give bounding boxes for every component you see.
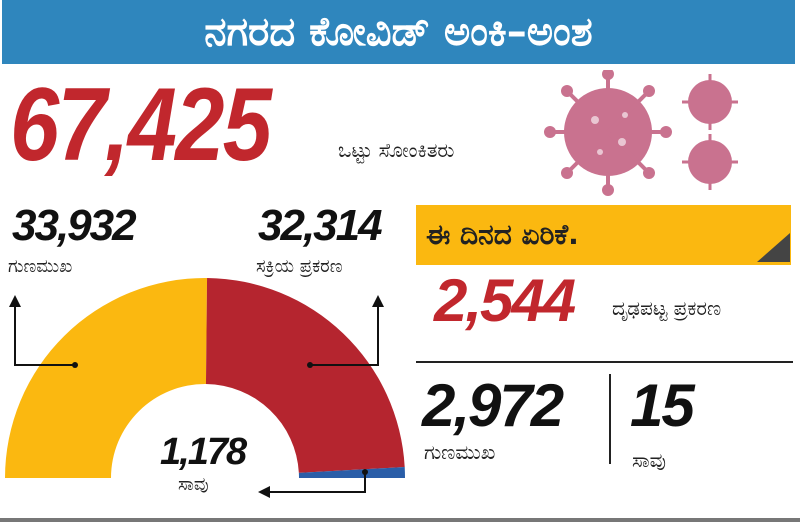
arrow-left-icon [258, 486, 270, 498]
dot-marker [307, 362, 313, 368]
deaths-callout-line [268, 472, 366, 493]
deaths-total-label: ಸಾವು [178, 474, 209, 495]
deaths-total-value: 1,178 [160, 431, 247, 473]
active-total-label: ಸಕ್ರಿಯ ಪ್ರಕರಣ [256, 256, 343, 277]
virus-icon [544, 70, 738, 196]
arrow-up-icon [372, 295, 384, 307]
total-cases-label: ಒಟ್ಟು ಸೋಂಕಿತರು [338, 138, 455, 162]
dot-marker [362, 469, 368, 475]
today-banner [416, 205, 791, 265]
today-confirmed-label: ದೃಢಪಟ್ಟ ಪ್ರಕರಣ [612, 296, 722, 320]
today-recovered-value: 2,972 [422, 372, 564, 439]
today-deaths-value: 15 [630, 372, 695, 439]
header-title: ನಗರದ ಕೋವಿಡ್ ಅಂಕಿ–ಅಂಶ [2, 0, 795, 64]
recovered-callout-line [14, 305, 75, 366]
dot-marker [72, 362, 78, 368]
divider [416, 361, 793, 363]
today-recovered-label: ಗುಣಮುಖ [424, 440, 496, 464]
half-donut-chart [5, 277, 405, 498]
today-confirmed-value: 2,544 [434, 267, 576, 334]
active-total-value: 32,314 [258, 201, 383, 250]
arc-deaths [298, 467, 405, 478]
bottom-rule [0, 518, 800, 522]
arrow-up-icon [9, 295, 21, 307]
page-fold-icon [757, 233, 790, 262]
callout-lines [14, 305, 379, 493]
total-cases-value: 67,425 [10, 67, 272, 183]
divider-vertical [609, 374, 611, 464]
recovered-total-label: ಗುಣಮುಖ [8, 256, 73, 277]
active-callout-line [310, 305, 379, 366]
today-title: ಈ ದಿನದ ಏರಿಕೆ. [426, 218, 579, 251]
today-deaths-label: ಸಾವು [632, 448, 666, 472]
arc-recovered [5, 277, 208, 478]
recovered-total-value: 33,932 [12, 201, 137, 250]
arc-active [205, 278, 405, 473]
